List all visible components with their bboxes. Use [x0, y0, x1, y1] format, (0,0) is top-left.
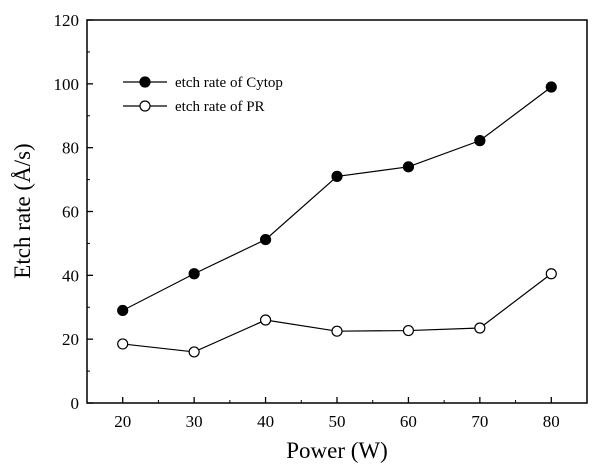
legend-marker-1 [139, 76, 151, 88]
legend: etch rate of Cytop etch rate of PR [123, 75, 283, 115]
series-line-1 [122, 86, 552, 311]
data-point-series-1 [117, 304, 129, 317]
x-tick-label: 40 [257, 412, 274, 431]
series-line-2 [122, 273, 552, 353]
x-axis: 20 30 40 50 60 70 80 [114, 397, 560, 431]
y-tick-label: 20 [62, 330, 79, 349]
legend-label-2: etch rate of PR [175, 99, 265, 115]
data-point-series-1 [402, 161, 415, 173]
y-tick-label: 100 [54, 75, 80, 94]
y-tick-label: 40 [62, 266, 79, 285]
series-layer [117, 81, 557, 358]
data-point-series-1 [474, 135, 486, 147]
x-tick-label: 80 [543, 412, 560, 431]
data-point-series-1 [545, 81, 557, 93]
legend-marker-2 [139, 100, 151, 112]
data-point-series-1 [331, 170, 343, 182]
x-tick-label: 50 [329, 412, 346, 431]
y-tick-label: 0 [71, 394, 80, 413]
data-point-series-2 [259, 314, 272, 326]
data-point-series-2 [331, 325, 343, 337]
x-tick-label: 60 [400, 412, 417, 431]
x-axis-title: Power (W) [286, 438, 388, 463]
x-tick-label: 30 [186, 412, 203, 431]
data-point-series-2 [474, 322, 486, 334]
y-axis: 0 20 40 60 80 100 120 [54, 11, 93, 413]
plot-frame [86, 19, 588, 404]
data-point-series-1 [188, 268, 200, 280]
data-point-series-2 [402, 324, 415, 337]
y-tick-label: 60 [62, 203, 79, 222]
data-point-series-2 [188, 346, 200, 358]
x-tick-label: 70 [471, 412, 488, 431]
data-point-series-1 [259, 233, 272, 246]
y-tick-label: 80 [62, 139, 79, 158]
data-point-series-2 [545, 268, 557, 280]
legend-label-1: etch rate of Cytop [175, 75, 283, 91]
y-tick-label: 120 [54, 11, 80, 30]
data-point-series-2 [117, 338, 129, 350]
y-axis-title: Etch rate (Å/s) [10, 143, 35, 278]
x-tick-label: 20 [114, 412, 131, 431]
